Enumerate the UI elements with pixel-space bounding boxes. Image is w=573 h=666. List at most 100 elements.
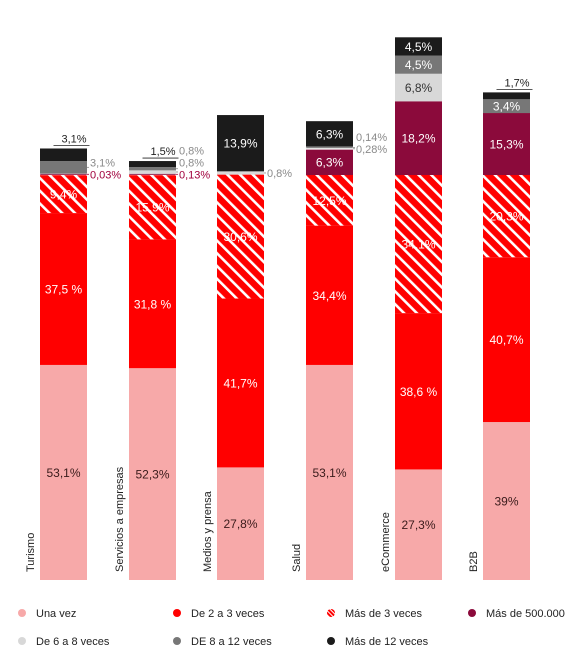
data-label-mas_de_3-4: 34,1%	[401, 238, 435, 252]
data-label-de_2_a_3-2: 41,7%	[223, 376, 257, 390]
bar-segment-de_2_a_3-2	[217, 298, 264, 468]
callout-label-de_8_a_12-1: 0,8%	[179, 145, 204, 157]
bar-segment-una_vez-1	[129, 368, 176, 580]
callout-label-de_6_a_8-1: 0,8%	[179, 157, 204, 169]
callout-label-mas_de_12-1: 1,5%	[151, 146, 176, 158]
data-label-mas_de_3-2: 30,6%	[223, 230, 257, 244]
bar-segment-mas_de_12-1	[129, 161, 176, 168]
legend-marker-de_8_a_12	[173, 637, 181, 645]
data-label-de_2_a_3-0: 37,5 %	[45, 283, 83, 297]
data-label-de_2_a_3-5: 40,7%	[489, 333, 523, 347]
bar-segment-una_vez-0	[40, 364, 87, 580]
bar-segment-mas_de_3-5	[483, 175, 530, 258]
data-label-mas_de_3-1: 15,9%	[135, 201, 169, 215]
legend-label-de_6_a_8: De 6 a 8 veces	[36, 636, 110, 648]
bar-segment-una_vez-4	[395, 469, 442, 580]
bar-segment-mas_de_3-1	[129, 175, 176, 240]
bar-segment-una_vez-5	[483, 422, 530, 580]
bar-segment-una_vez-2	[217, 467, 264, 580]
callout-label-de_6_a_8-2: 0,8%	[267, 168, 292, 180]
callout-label-de_6_a_8-3: 0,28%	[356, 144, 387, 156]
data-label-mas_de_3-3: 12,5%	[312, 194, 346, 208]
data-label-mas_de_3-0: 9,4%	[50, 188, 78, 202]
legend-label-mas_de_3: Más de 3 veces	[345, 608, 423, 620]
bars-layer: 53,1% 37,5 % 9,4% 52,3% 31,8 % 15,9% 27,8% 41,7…	[39, 37, 530, 580]
data-label-una_vez-2: 27,8%	[223, 517, 257, 531]
data-label-mas_de_12-4: 4,5%	[405, 40, 433, 54]
bar-segment-de_6_a_8-2	[217, 171, 264, 175]
bar-segment-de_8_a_12-4	[395, 55, 442, 74]
data-label-de_2_a_3-4: 38,6 %	[400, 385, 438, 399]
bar-segment-de_2_a_3-4	[395, 313, 442, 470]
data-label-mas_de_12-3: 6,3%	[316, 127, 344, 141]
data-label-una_vez-1: 52,3%	[135, 468, 169, 482]
legend-label-de_8_a_12: DE 8 a 12 veces	[191, 636, 272, 648]
bar-segment-de_6_a_8-4	[395, 73, 442, 102]
category-label-1: Servicios a empresas	[114, 466, 126, 572]
bar-segment-mas_de_500000-3	[306, 149, 353, 175]
legend-marker-mas_de_12	[327, 637, 335, 645]
bar-segment-mas_de_500000-1	[128, 173, 177, 176]
category-label-3: Salud	[291, 544, 303, 572]
bar-segment-de_2_a_3-3	[306, 225, 353, 365]
legend: Una vez De 2 a 3 veces Más de 3 veces Más d…	[18, 608, 565, 648]
callout-label-de_8_a_12-3: 0,14%	[356, 132, 387, 144]
bar-segment-de_2_a_3-0	[40, 213, 87, 365]
callout-label-de_8_a_12-0: 3,1%	[90, 157, 115, 169]
callout-label-mas_de_12-5: 1,7%	[505, 77, 530, 89]
bar-segment-de_2_a_3-1	[129, 239, 176, 369]
legend-marker-de_6_a_8	[18, 637, 26, 645]
legend-label-una_vez: Una vez	[36, 608, 76, 620]
bar-segment-de_6_a_8-3	[305, 147, 354, 150]
data-label-una_vez-3: 53,1%	[312, 466, 346, 480]
bar-segment-mas_de_3-4	[395, 175, 442, 314]
legend-marker-una_vez	[18, 609, 26, 617]
bar-segment-de_6_a_8-1	[129, 170, 176, 174]
data-label-de_2_a_3-3: 34,4%	[312, 289, 346, 303]
bar-segment-de_8_a_12-5	[483, 99, 530, 114]
data-label-una_vez-0: 53,1%	[46, 466, 80, 480]
legend-marker-de_2_a_3	[173, 609, 181, 617]
bar-segment-una_vez-3	[306, 364, 353, 580]
data-label-mas_de_500000-4: 18,2%	[401, 132, 435, 146]
bar-segment-mas_de_12-4	[395, 37, 442, 56]
data-label-mas_de_500000-5: 15,3%	[489, 138, 523, 152]
callouts-layer: 0,03%3,1%3,1%0,13%0,8%0,8%1,5%0,8%0,28%0…	[53, 77, 533, 181]
data-label-de_8_a_12-5: 3,4%	[493, 100, 521, 114]
data-label-una_vez-4: 27,3%	[401, 518, 435, 532]
legend-label-mas_de_500000: Más de 500.000	[486, 608, 565, 620]
category-label-4: eCommerce	[380, 512, 392, 572]
category-label-0: Turismo	[25, 533, 37, 572]
bar-segment-de_8_a_12-0	[40, 161, 87, 174]
bar-segment-mas_de_12-0	[40, 148, 87, 162]
category-label-5: B2B	[468, 551, 480, 572]
data-label-una_vez-5: 39%	[494, 495, 518, 509]
data-label-mas_de_12-2: 13,9%	[223, 137, 257, 151]
legend-marker-mas_de_500000	[468, 609, 476, 617]
bar-segment-de_8_a_12-1	[129, 167, 176, 171]
bar-segment-mas_de_12-5	[483, 92, 530, 100]
category-label-2: Medios y prensa	[202, 490, 214, 572]
bar-segment-mas_de_500000-4	[395, 101, 442, 175]
bar-segment-mas_de_3-0	[40, 175, 87, 214]
legend-label-mas_de_12: Más de 12 veces	[345, 636, 429, 648]
bar-segment-mas_de_500000-0	[39, 173, 88, 176]
bar-segment-mas_de_12-3	[306, 121, 353, 147]
legend-marker-mas_de_3	[327, 609, 335, 617]
data-label-de_8_a_12-4: 4,5%	[405, 58, 433, 72]
bar-segment-mas_de_3-3	[306, 175, 353, 226]
data-label-mas_de_3-5: 20,3%	[489, 210, 523, 224]
bar-segment-mas_de_500000-5	[483, 113, 530, 175]
data-label-de_6_a_8-4: 6,8%	[405, 81, 433, 95]
legend-label-de_2_a_3: De 2 a 3 veces	[191, 608, 265, 620]
callout-label-mas_de_500000-0: 0,03%	[90, 169, 121, 181]
bar-segment-de_2_a_3-5	[483, 257, 530, 423]
bar-segment-mas_de_3-2	[217, 174, 264, 299]
bar-segment-mas_de_12-2	[217, 115, 264, 172]
callout-label-mas_de_12-0: 3,1%	[62, 133, 87, 145]
callout-label-mas_de_500000-1: 0,13%	[179, 169, 210, 181]
category-labels: Turismo Servicios a empresas Medios y pren…	[25, 466, 480, 572]
data-label-mas_de_500000-3: 6,3%	[316, 156, 344, 170]
bar-segment-de_8_a_12-3	[305, 146, 354, 149]
